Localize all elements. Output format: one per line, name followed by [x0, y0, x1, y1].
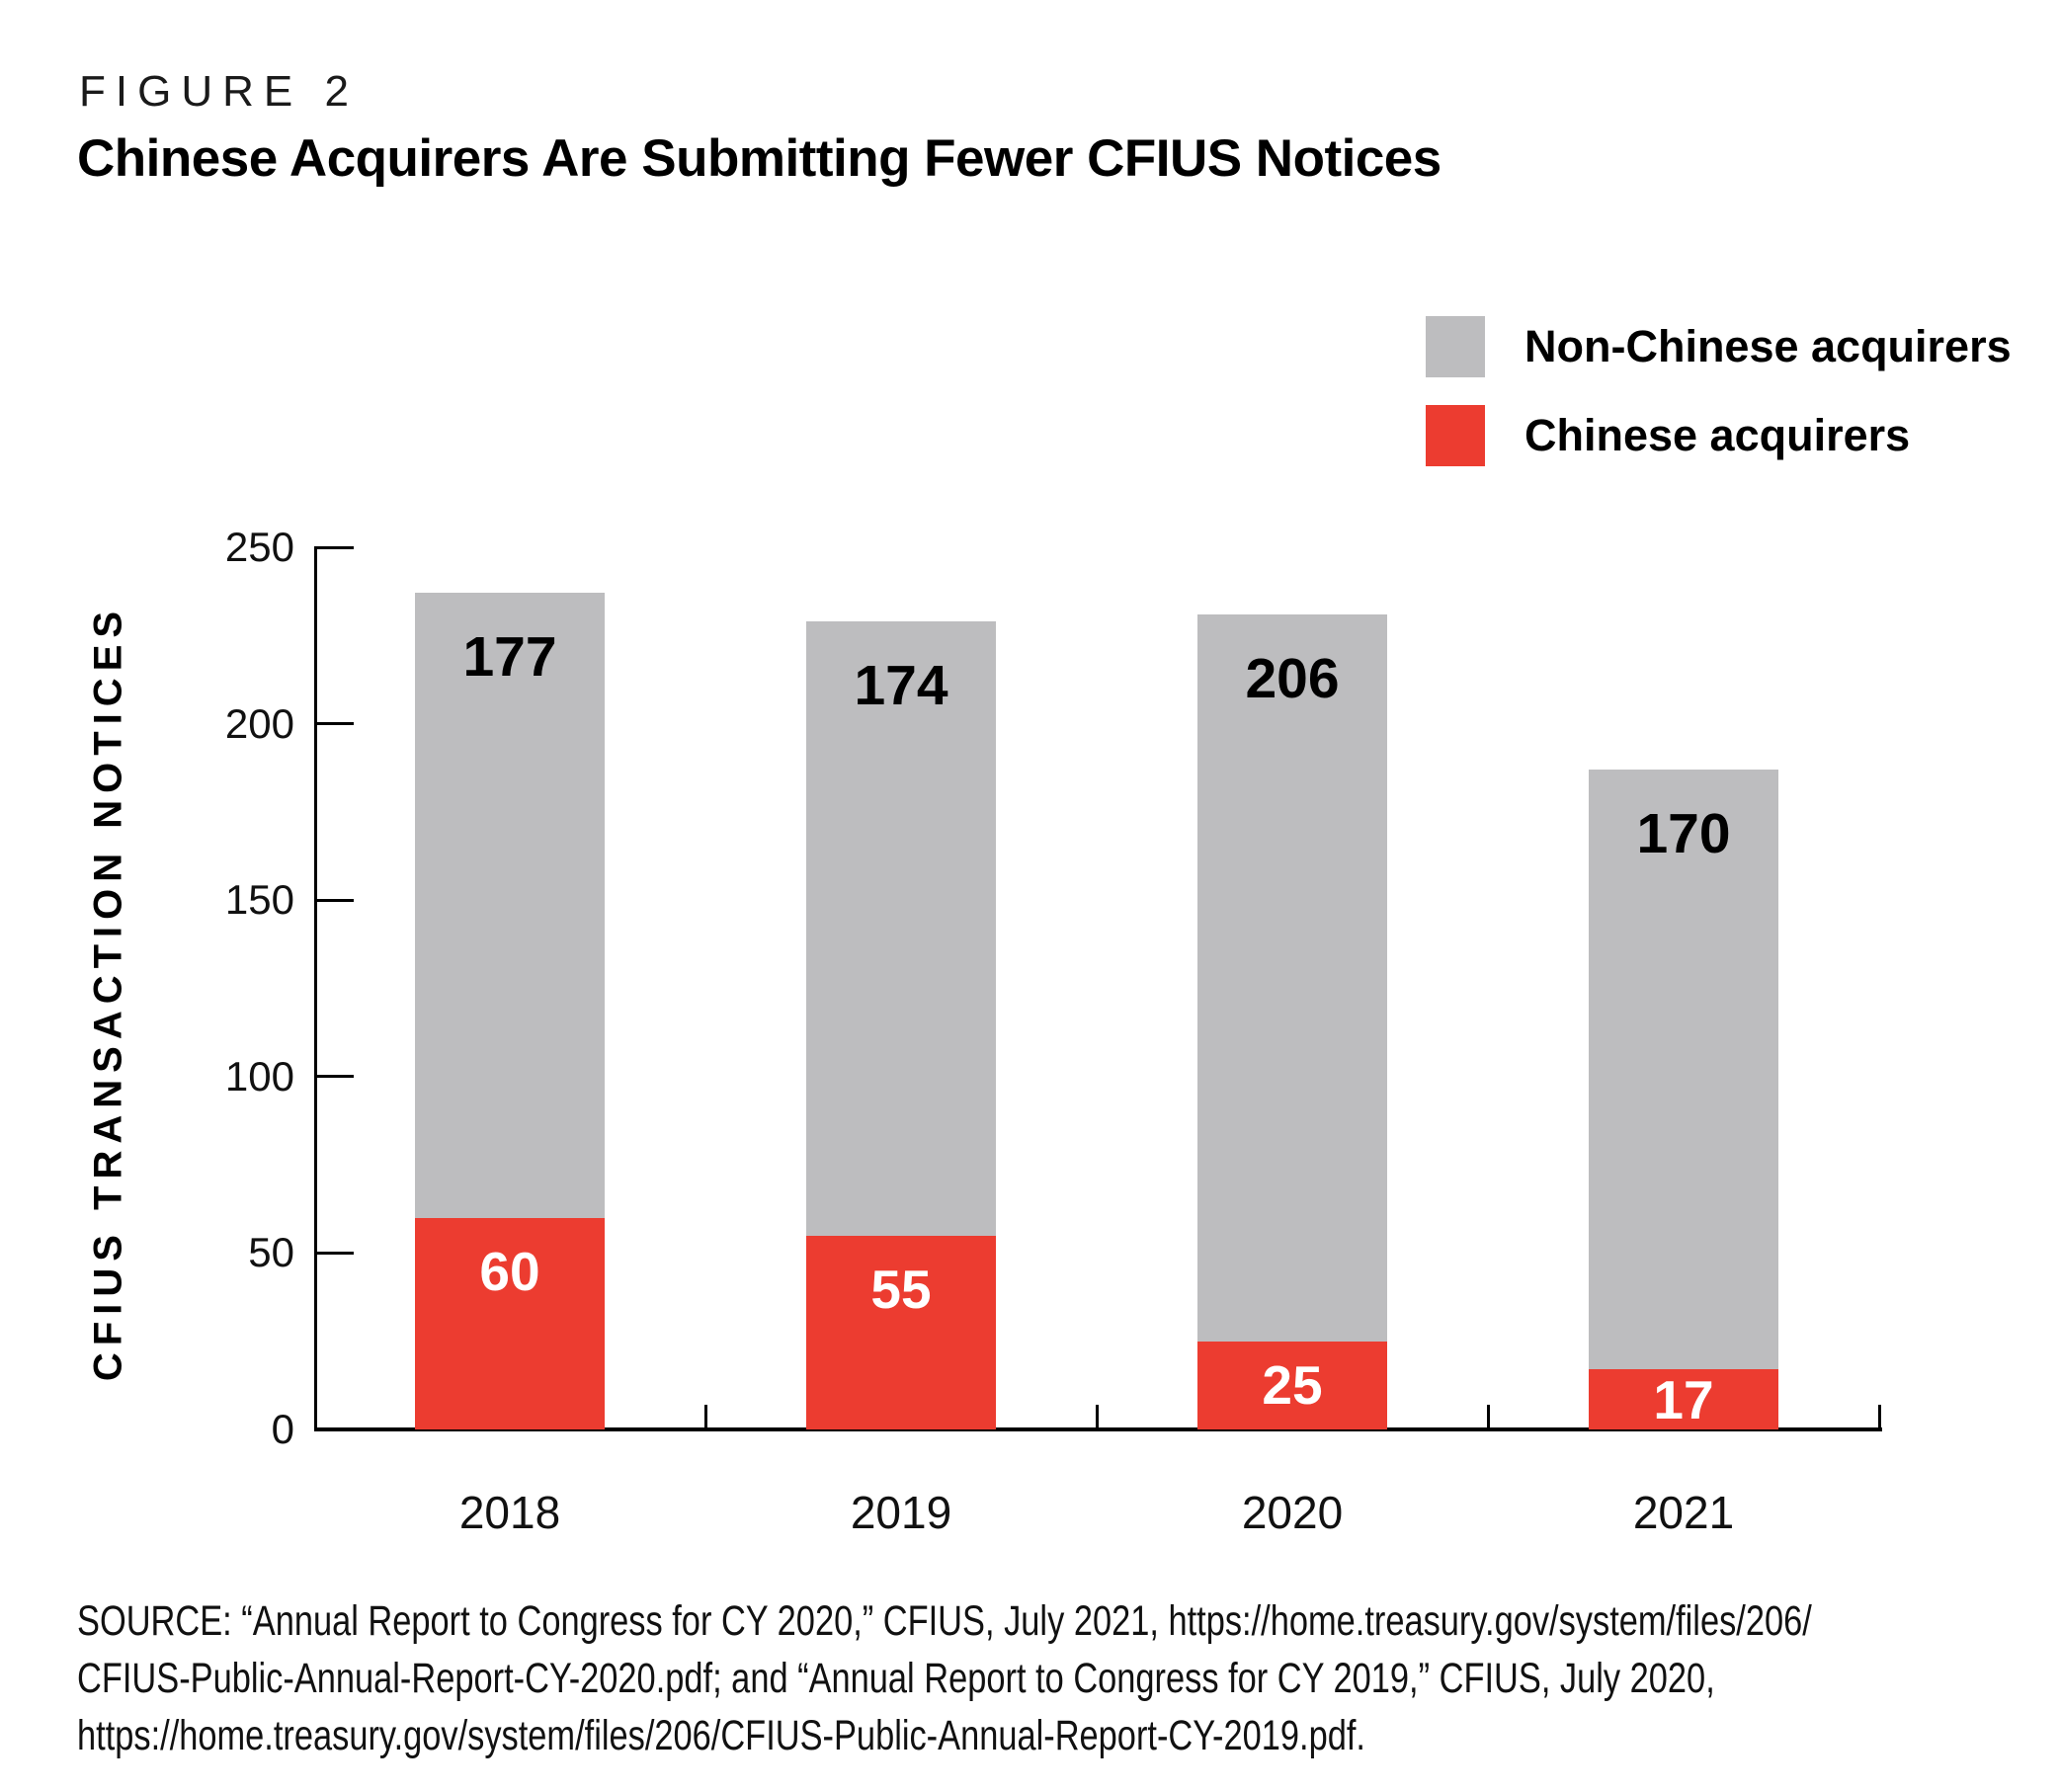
y-tick — [314, 1075, 354, 1079]
bar-segment-non-chinese-2020: 206 — [1197, 613, 1387, 1342]
y-tick-label: 50 — [248, 1229, 294, 1276]
source-line: CFIUS-Public-Annual-Report-CY-2020.pdf; … — [77, 1655, 1715, 1702]
bar-value-label-non-chinese-2019: 174 — [854, 654, 948, 717]
bar-segment-chinese-2020: 25 — [1197, 1341, 1387, 1429]
x-category-label-2018: 2018 — [458, 1487, 561, 1538]
legend-label-chinese: Chinese acquirers — [1524, 410, 1911, 460]
x-tick — [1877, 1405, 1881, 1429]
source-line: https://home.treasury.gov/system/files/2… — [77, 1712, 1365, 1759]
y-tick-label: 150 — [224, 876, 294, 924]
y-tick — [314, 898, 354, 902]
bar-segment-chinese-2018: 60 — [415, 1217, 605, 1429]
x-tick — [703, 1405, 707, 1429]
y-tick — [314, 545, 354, 549]
x-tick — [1486, 1405, 1490, 1429]
y-axis-title: CFIUS TRANSACTION NOTICES — [86, 604, 130, 1382]
x-category-label-2021: 2021 — [1632, 1487, 1735, 1538]
bar-value-label-chinese-2019: 55 — [870, 1258, 932, 1320]
x-axis-line — [314, 1427, 1882, 1431]
legend: Non-Chinese acquirers Chinese acquirers — [1426, 316, 2012, 494]
legend-swatch-chinese — [1426, 405, 1485, 466]
x-category-label-2019: 2019 — [850, 1487, 952, 1538]
chart-title: Chinese Acquirers Are Submitting Fewer C… — [77, 129, 1441, 188]
figure-label: FIGURE 2 — [79, 67, 359, 116]
bar-segment-non-chinese-2018: 177 — [415, 593, 605, 1218]
legend-label-non-chinese: Non-Chinese acquirers — [1524, 321, 2012, 371]
y-tick — [314, 722, 354, 726]
bar-segment-non-chinese-2021: 170 — [1589, 770, 1778, 1370]
x-category-label-2020: 2020 — [1241, 1487, 1344, 1538]
bar-value-label-chinese-2021: 17 — [1653, 1368, 1714, 1430]
y-axis-line — [314, 547, 317, 1431]
bar-segment-chinese-2019: 55 — [806, 1235, 996, 1429]
source-line: SOURCE: “Annual Report to Congress for C… — [77, 1597, 1812, 1645]
y-tick-label: 200 — [224, 699, 294, 747]
x-tick — [1095, 1405, 1099, 1429]
source-note: SOURCE: “Annual Report to Congress for C… — [77, 1592, 1812, 1764]
legend-swatch-non-chinese — [1426, 316, 1485, 377]
bar-value-label-chinese-2020: 25 — [1262, 1354, 1323, 1417]
y-tick-label: 250 — [224, 524, 294, 570]
legend-item-chinese: Chinese acquirers — [1426, 405, 2012, 466]
y-tick-label: 100 — [224, 1052, 294, 1100]
bar-value-label-chinese-2018: 60 — [479, 1240, 540, 1302]
legend-item-non-chinese: Non-Chinese acquirers — [1426, 316, 2012, 377]
bar-segment-non-chinese-2019: 174 — [806, 621, 996, 1236]
bar-segment-chinese-2021: 17 — [1589, 1368, 1778, 1430]
y-tick — [314, 1251, 354, 1255]
bar-value-label-non-chinese-2018: 177 — [462, 625, 557, 690]
y-tick-label: 0 — [271, 1406, 294, 1452]
bar-value-label-non-chinese-2021: 170 — [1636, 802, 1731, 866]
bar-value-label-non-chinese-2020: 206 — [1245, 646, 1340, 710]
